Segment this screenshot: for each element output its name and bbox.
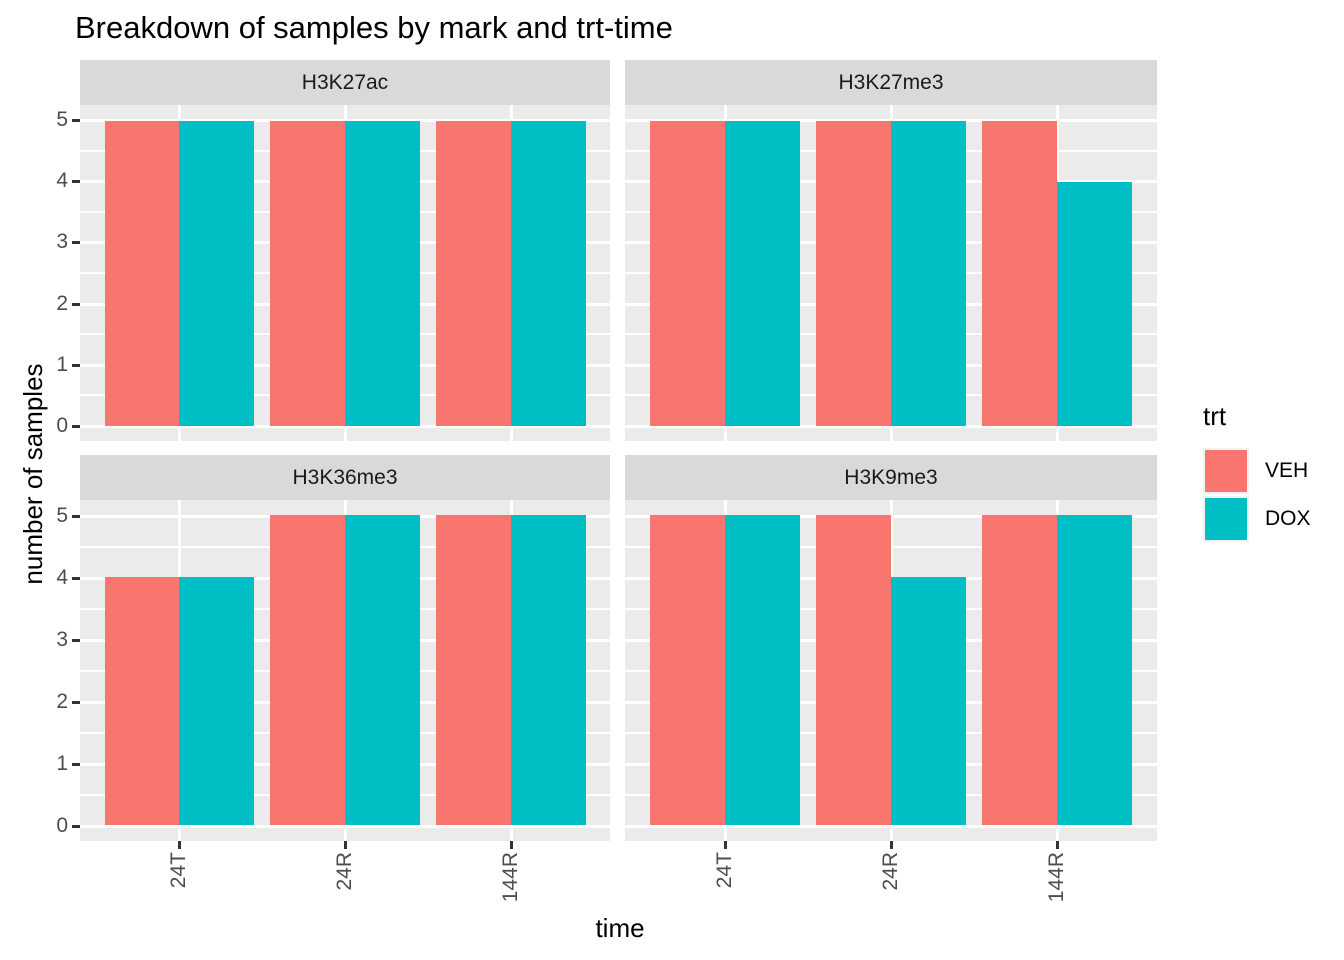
x-tick-mark bbox=[890, 841, 893, 849]
legend-item-veh: VEH bbox=[1203, 448, 1311, 494]
legend-key bbox=[1203, 448, 1249, 494]
x-tick-label: 144R bbox=[1045, 852, 1068, 903]
bar-h3k36me3-144r-veh bbox=[436, 515, 511, 825]
bar-h3k27me3-144r-dox bbox=[1057, 182, 1132, 426]
plot-title: Breakdown of samples by mark and trt-tim… bbox=[75, 10, 673, 45]
bar-h3k9me3-24t-veh bbox=[650, 515, 725, 825]
bar-h3k9me3-24r-dox bbox=[891, 577, 966, 825]
y-tick-label: 2 bbox=[56, 690, 68, 713]
facet-panel-h3k27me3 bbox=[625, 105, 1157, 441]
legend-label-veh: VEH bbox=[1265, 459, 1309, 482]
y-tick-label: 4 bbox=[56, 566, 68, 589]
bar-h3k9me3-144r-veh bbox=[982, 515, 1057, 825]
x-tick-label: 24R bbox=[333, 852, 356, 891]
bar-h3k27me3-24r-dox bbox=[891, 121, 966, 426]
facet-strip-h3k36me3: H3K36me3 bbox=[80, 455, 610, 500]
y-tick-label: 5 bbox=[56, 504, 68, 527]
dox-swatch-icon bbox=[1205, 498, 1247, 540]
y-tick-mark bbox=[72, 701, 80, 704]
y-tick-mark bbox=[72, 425, 80, 428]
x-tick-mark bbox=[344, 841, 347, 849]
bar-h3k27me3-144r-veh bbox=[982, 121, 1057, 426]
bar-h3k36me3-144r-dox bbox=[511, 515, 586, 825]
x-tick-mark bbox=[724, 841, 727, 849]
legend: trt VEH DOX bbox=[1203, 401, 1311, 544]
y-tick-mark bbox=[72, 515, 80, 518]
facet-strip-label: H3K27ac bbox=[301, 70, 389, 94]
y-tick-mark bbox=[72, 241, 80, 244]
bar-h3k9me3-24r-veh bbox=[816, 515, 891, 825]
y-tick-label: 1 bbox=[56, 752, 68, 775]
x-axis-title: time bbox=[595, 913, 645, 943]
bar-h3k27me3-24t-veh bbox=[650, 121, 725, 426]
y-tick-label: 0 bbox=[56, 814, 68, 837]
facet-panel-h3k27ac bbox=[80, 105, 610, 441]
legend-label-dox: DOX bbox=[1265, 507, 1311, 530]
bar-h3k27ac-24r-veh bbox=[270, 121, 345, 426]
y-tick-label: 0 bbox=[56, 414, 68, 437]
bar-h3k36me3-24t-dox bbox=[179, 577, 254, 825]
legend-item-dox: DOX bbox=[1203, 496, 1311, 542]
y-tick-mark bbox=[72, 119, 80, 122]
bar-h3k36me3-24t-veh bbox=[105, 577, 180, 825]
y-tick-mark bbox=[72, 577, 80, 580]
bar-h3k27ac-24t-dox bbox=[179, 121, 254, 426]
y-tick-label: 3 bbox=[56, 628, 68, 651]
y-tick-mark bbox=[72, 180, 80, 183]
x-tick-mark bbox=[1056, 841, 1059, 849]
bar-h3k27ac-24r-dox bbox=[345, 121, 420, 426]
bar-h3k9me3-144r-dox bbox=[1057, 515, 1132, 825]
facet-panel-h3k36me3 bbox=[80, 500, 610, 841]
y-tick-mark bbox=[72, 303, 80, 306]
facet-strip-label: H3K36me3 bbox=[292, 465, 398, 489]
facet-strip-label: H3K9me3 bbox=[844, 465, 938, 489]
y-tick-mark bbox=[72, 825, 80, 828]
facet-strip-h3k9me3: H3K9me3 bbox=[625, 455, 1157, 500]
facet-strip-label: H3K27me3 bbox=[838, 70, 944, 94]
y-tick-label: 1 bbox=[56, 353, 68, 376]
bar-h3k27ac-144r-dox bbox=[511, 121, 586, 426]
y-tick-label: 2 bbox=[56, 292, 68, 315]
bar-h3k36me3-24r-veh bbox=[270, 515, 345, 825]
legend-key bbox=[1203, 496, 1249, 542]
bar-h3k27me3-24t-dox bbox=[725, 121, 800, 426]
legend-title: trt bbox=[1203, 401, 1227, 431]
x-tick-mark bbox=[178, 841, 181, 849]
x-tick-label: 24T bbox=[167, 852, 190, 889]
facet-panel-h3k9me3 bbox=[625, 500, 1157, 841]
y-axis-title: number of samples bbox=[18, 363, 48, 585]
bar-h3k27ac-144r-veh bbox=[436, 121, 511, 426]
y-tick-label: 4 bbox=[56, 169, 68, 192]
veh-swatch-icon bbox=[1205, 450, 1247, 492]
bar-h3k36me3-24r-dox bbox=[345, 515, 420, 825]
y-tick-mark bbox=[72, 763, 80, 766]
bar-h3k27me3-24r-veh bbox=[816, 121, 891, 426]
bar-h3k9me3-24t-dox bbox=[725, 515, 800, 825]
x-tick-mark bbox=[510, 841, 513, 849]
x-tick-label: 24R bbox=[879, 852, 902, 891]
y-tick-label: 3 bbox=[56, 230, 68, 253]
y-tick-label: 5 bbox=[56, 108, 68, 131]
facet-strip-h3k27ac: H3K27ac bbox=[80, 60, 610, 105]
bar-h3k27ac-24t-veh bbox=[105, 121, 180, 426]
y-tick-mark bbox=[72, 639, 80, 642]
y-tick-mark bbox=[72, 364, 80, 367]
facet-strip-h3k27me3: H3K27me3 bbox=[625, 60, 1157, 105]
